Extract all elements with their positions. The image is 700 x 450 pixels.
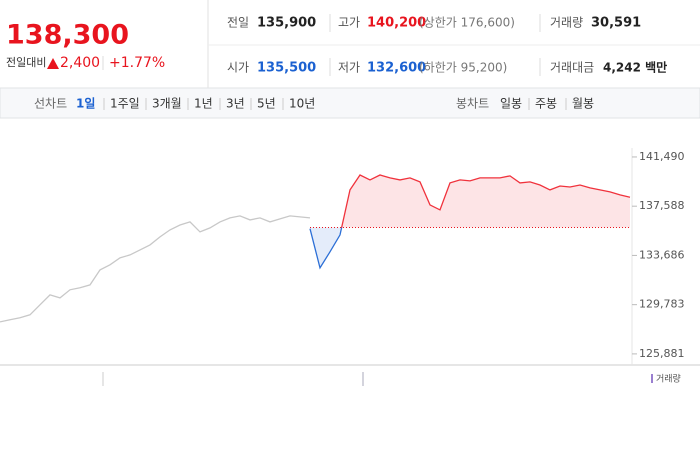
nav-bar [0,87,700,119]
period-tab[interactable]: 3년 [226,97,245,111]
period-tab[interactable]: 3개월 [152,97,182,111]
y-tick-label: 129,783 [639,298,685,311]
y-tick-label: 133,686 [639,248,685,261]
nav-label: 선차트 [34,97,67,111]
volume-label: 거래량 [656,373,681,385]
candle-tab[interactable]: 월봉 [572,97,594,111]
area-up [341,175,630,228]
stat-label: 전일 [227,16,249,30]
period-tab[interactable]: 1일 [76,97,95,111]
stat-value: 132,600 [367,61,426,76]
stat-label: 저가 [338,61,360,75]
change: 2,400 [60,55,100,71]
candle-tab[interactable]: 주봉 [535,97,557,111]
change-label: 전일대비 [6,55,46,69]
price-line-up [340,174,631,228]
stat-value: 30,591 [591,16,641,31]
y-tick-label: 141,490 [639,150,685,163]
candle-tab[interactable]: 일봉 [500,97,522,111]
stat-label: 시가 [227,61,249,75]
period-tab[interactable]: 5년 [257,97,276,111]
period-tab[interactable]: 1년 [194,97,213,111]
stat-value: 135,500 [257,61,316,76]
nav-label: 봉차트 [456,97,489,111]
y-tick-label: 137,588 [639,199,685,212]
y-tick-label: 125,881 [639,347,685,360]
stat-label: 거래량 [550,16,583,30]
stat-value: 135,900 [257,16,316,31]
up-icon [47,58,59,69]
period-tab[interactable]: 1주일 [110,97,140,111]
price: 138,300 [6,20,129,51]
stat-label: 고가 [338,16,360,30]
stat-label: 거래대금 [550,61,594,75]
price-line [0,215,311,323]
period-tab[interactable]: 10년 [289,97,315,111]
volume-icon [651,374,653,383]
stat-note: (하한가 95,200) [419,61,507,75]
stat-value: 4,242 백만 [603,60,667,75]
change-rate: +1.77% [109,55,165,71]
header-bg [0,0,700,88]
stat-note: (상한가 176,600) [419,16,515,30]
stat-value: 140,200 [367,16,426,31]
